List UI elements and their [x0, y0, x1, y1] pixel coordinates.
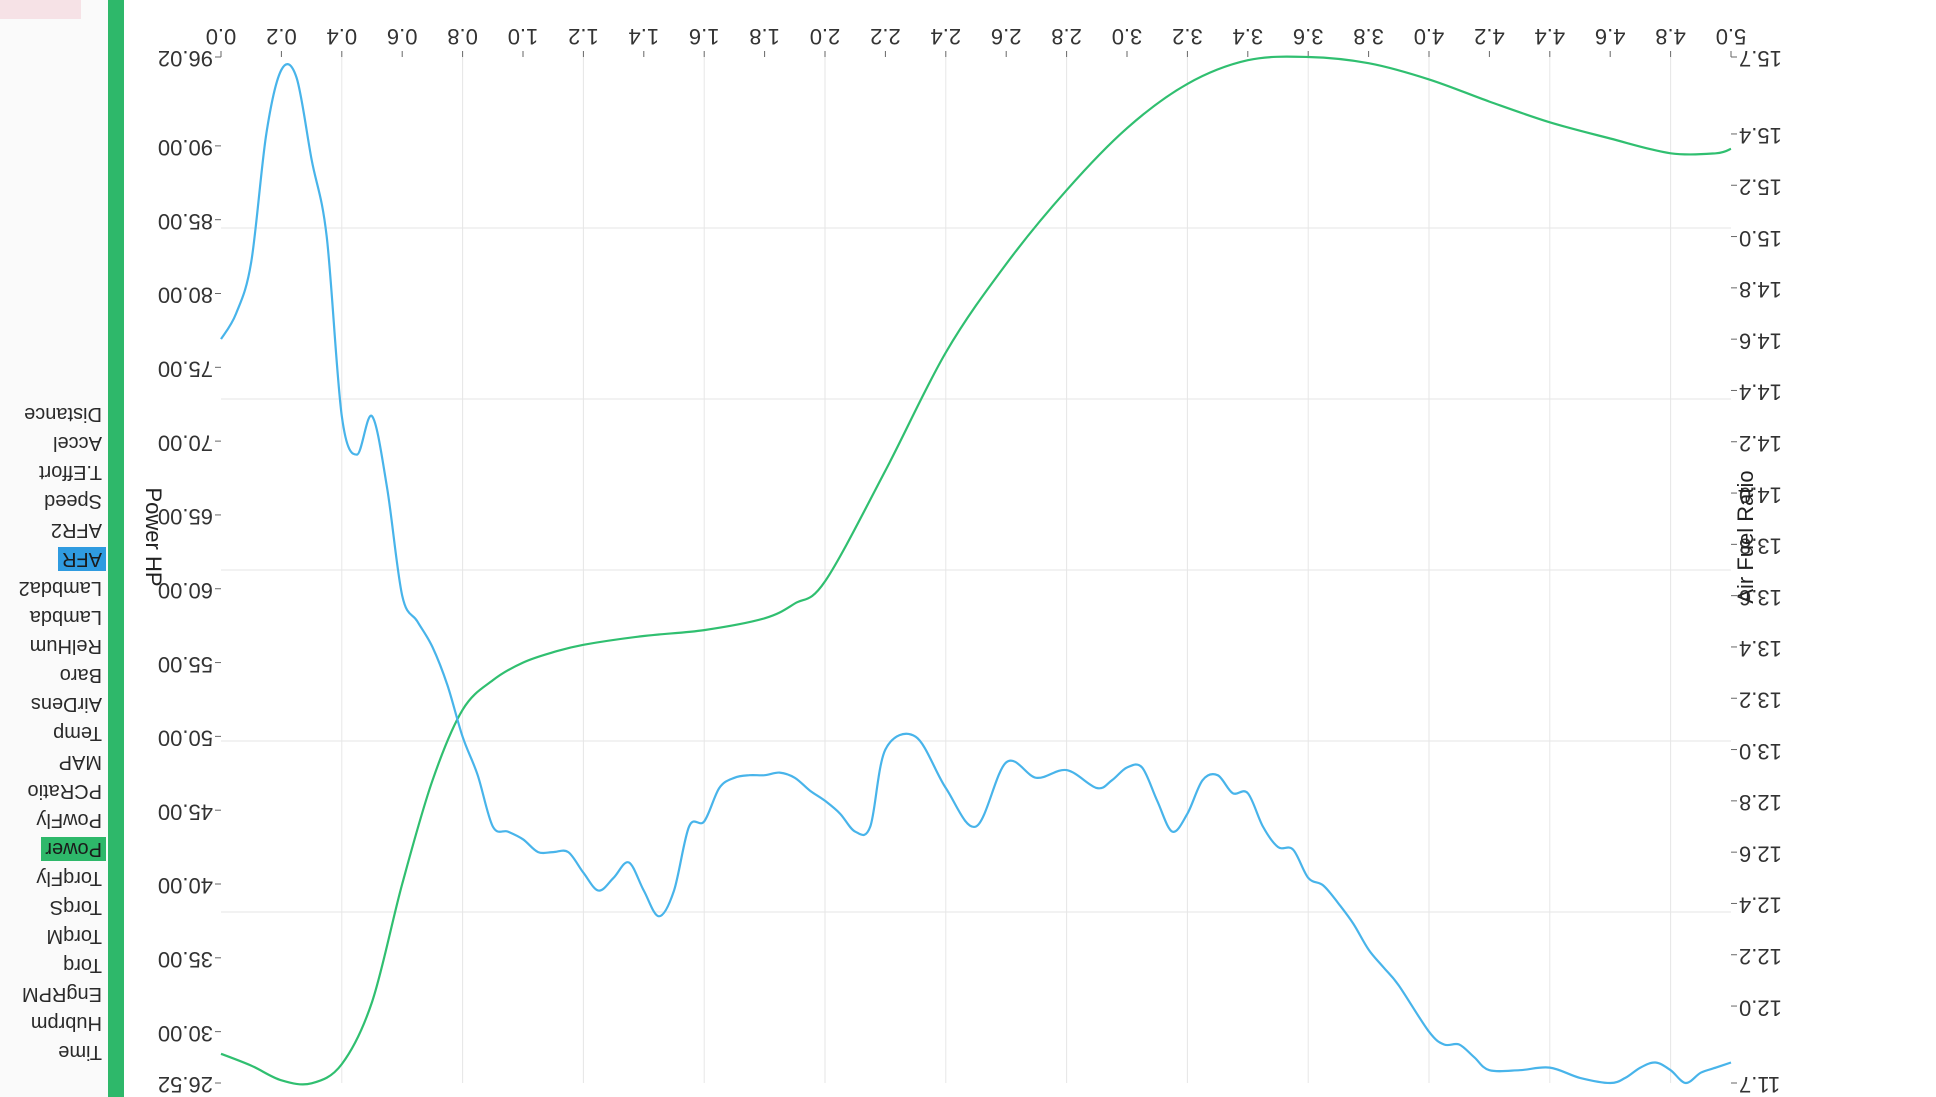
power-series-line — [220, 55, 1732, 1086]
channel-item-torqs[interactable]: TorqS — [49, 896, 102, 918]
x-tick-label: 2.2 — [870, 24, 901, 49]
corner-tab — [0, 0, 81, 19]
x-tick-label: 1.6 — [689, 24, 720, 49]
right-y-tick-label: 15.0 — [1739, 226, 1782, 251]
right-y-tick-label: 13.2 — [1739, 687, 1782, 712]
x-tick-label: 3.0 — [1112, 24, 1143, 49]
x-tick-label: 1.2 — [568, 24, 599, 49]
x-tick-label: 1.0 — [508, 24, 539, 49]
left-y-tick-label: 80.00 — [158, 283, 213, 308]
x-tick-label: 1.4 — [629, 24, 660, 49]
channel-item-hubrpm[interactable]: Hubrpm — [30, 1012, 102, 1034]
series-lines — [220, 55, 1732, 1086]
x-tick-label: 3.6 — [1293, 24, 1324, 49]
channel-item-power[interactable]: Power — [41, 837, 106, 861]
channel-item-t-effort[interactable]: T.Effort — [39, 461, 102, 483]
channel-item-afr[interactable]: AFR — [58, 547, 106, 571]
channel-item-torqfly[interactable]: TorqFly — [36, 867, 102, 889]
channel-item-accel[interactable]: Accel — [53, 432, 102, 454]
x-tick-label: 2.8 — [1051, 24, 1082, 49]
left-y-tick-label: 70.00 — [158, 430, 213, 455]
x-tick-label: 3.8 — [1353, 24, 1384, 49]
left-y-tick-label: 75.00 — [158, 356, 213, 381]
x-tick-label: 1.8 — [749, 24, 780, 49]
right-y-tick-label: 12.0 — [1739, 995, 1782, 1020]
left-y-tick-label: 45.00 — [158, 799, 213, 824]
x-tick-label: 0.0 — [206, 24, 237, 49]
left-y-tick-label: 90.00 — [158, 135, 213, 160]
channel-item-map[interactable]: MAP — [58, 751, 102, 773]
left-y-axis-ticks: 26.52 30.00 35.00 40.00 45.00 50.00 55.00 60.00… — [158, 46, 221, 1097]
right-y-tick-label: 14.0 — [1739, 482, 1782, 507]
x-tick-label: 4.4 — [1535, 24, 1566, 49]
channel-item-airdens[interactable]: AirDens — [30, 693, 102, 715]
left-y-tick-label: 65.00 — [158, 504, 213, 529]
right-y-tick-label: 15.2 — [1739, 174, 1782, 199]
right-y-tick-label: 11.7 — [1739, 1072, 1780, 1097]
channel-item-relhum[interactable]: RelHum — [29, 635, 102, 657]
channel-item-engrpm[interactable]: EngRPM — [21, 983, 102, 1005]
right-y-tick-label: 14.2 — [1739, 431, 1782, 456]
x-tick-label: 0.8 — [447, 24, 478, 49]
channel-item-temp[interactable]: Temp — [53, 722, 102, 744]
right-y-tick-label: 14.6 — [1739, 328, 1782, 353]
right-y-tick-label: 12.8 — [1739, 790, 1782, 815]
sidebar-accent-stripe — [108, 0, 124, 1097]
left-y-tick-label: 40.00 — [158, 873, 213, 898]
channel-item-powfly[interactable]: PowFly — [36, 809, 102, 831]
channel-item-torqm[interactable]: TorqM — [46, 925, 102, 947]
channel-item-distance[interactable]: Distance — [24, 403, 102, 425]
right-y-axis-title: Air Fuel Ratio — [1733, 470, 1758, 603]
x-tick-label: 0.6 — [387, 24, 418, 49]
left-y-tick-label: 35.00 — [158, 947, 213, 972]
x-axis-ticks: 0.0 0.2 0.4 0.6 0.8 1.0 1.2 1.4 1.6 1.8 2.0 2.2 2.4 2… — [206, 24, 1747, 57]
right-y-tick-label: 12.4 — [1739, 893, 1782, 918]
left-y-tick-label: 85.00 — [158, 209, 213, 234]
channel-item-lambda[interactable]: Lambda — [29, 606, 102, 628]
dyno-chart: 0.0 0.2 0.4 0.6 0.8 1.0 1.2 1.4 1.6 1.8 2.0 2.2 2.4 2… — [141, 24, 1782, 1097]
right-y-tick-label: 13.6 — [1739, 585, 1782, 610]
right-y-axis-ticks: 11.7 12.0 12.2 12.4 12.6 12.8 13.0 13.2 13.4 13.6… — [1731, 46, 1782, 1097]
channel-item-torq[interactable]: Torq — [63, 954, 102, 976]
channel-item-lambda2[interactable]: Lambda2 — [18, 577, 102, 599]
left-y-tick-label: 96.02 — [158, 46, 213, 71]
right-y-tick-label: 13.0 — [1739, 739, 1782, 764]
channel-item-speed[interactable]: Speed — [44, 490, 102, 512]
left-y-tick-label: 26.52 — [158, 1072, 213, 1097]
afr-series-line — [220, 63, 1732, 1085]
right-y-tick-label: 13.8 — [1739, 534, 1782, 559]
left-y-tick-label: 55.00 — [158, 652, 213, 677]
channel-item-pcratio[interactable]: PCRatio — [27, 780, 102, 802]
channel-item-time[interactable]: Time — [58, 1041, 102, 1063]
right-y-tick-label: 12.2 — [1739, 944, 1782, 969]
right-y-tick-label: 13.4 — [1739, 636, 1782, 661]
x-tick-label: 4.8 — [1655, 24, 1686, 49]
x-tick-label: 4.6 — [1595, 24, 1626, 49]
x-tick-label: 3.4 — [1233, 24, 1264, 49]
x-tick-label: 3.2 — [1172, 24, 1203, 49]
left-y-tick-label: 50.00 — [158, 726, 213, 751]
channel-item-afr2[interactable]: AFR2 — [50, 519, 102, 541]
x-tick-label: 2.0 — [810, 24, 841, 49]
left-y-tick-label: 60.00 — [158, 578, 213, 603]
left-y-axis-title: Power HP — [141, 487, 166, 586]
x-tick-label: 4.2 — [1474, 24, 1505, 49]
channel-item-baro[interactable]: Baro — [59, 664, 102, 686]
left-y-tick-label: 30.00 — [158, 1021, 213, 1046]
x-tick-label: 0.2 — [266, 24, 297, 49]
x-tick-label: 2.6 — [991, 24, 1022, 49]
right-y-tick-label: 14.8 — [1739, 277, 1782, 302]
right-y-tick-label: 14.4 — [1739, 380, 1782, 405]
x-tick-label: 5.0 — [1716, 24, 1747, 49]
x-tick-label: 0.4 — [327, 24, 358, 49]
right-y-tick-label: 15.4 — [1739, 123, 1782, 148]
right-y-tick-label: 12.6 — [1739, 841, 1782, 866]
x-tick-label: 4.0 — [1414, 24, 1445, 49]
x-tick-label: 2.4 — [931, 24, 962, 49]
right-y-tick-label: 15.7 — [1739, 46, 1782, 71]
grid — [221, 57, 1731, 1083]
